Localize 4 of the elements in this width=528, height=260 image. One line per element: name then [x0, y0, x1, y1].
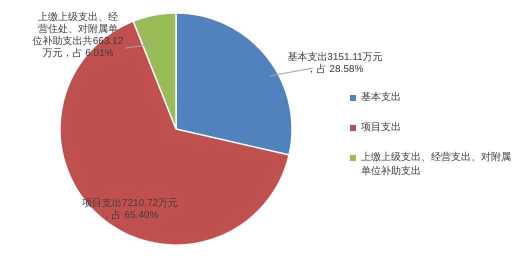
legend-label: 基本支出: [361, 90, 401, 104]
legend-label: 上缴上级支出、经营支出、对附属单位补助支出: [361, 150, 512, 178]
legend-label: 项目支出: [361, 120, 401, 134]
data-label: 基本支出3151.11万元，占 28.58%: [287, 51, 383, 75]
